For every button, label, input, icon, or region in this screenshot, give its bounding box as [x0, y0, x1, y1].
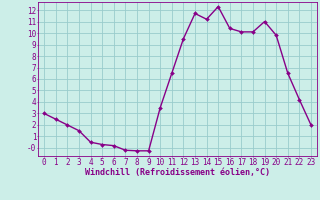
X-axis label: Windchill (Refroidissement éolien,°C): Windchill (Refroidissement éolien,°C): [85, 168, 270, 177]
